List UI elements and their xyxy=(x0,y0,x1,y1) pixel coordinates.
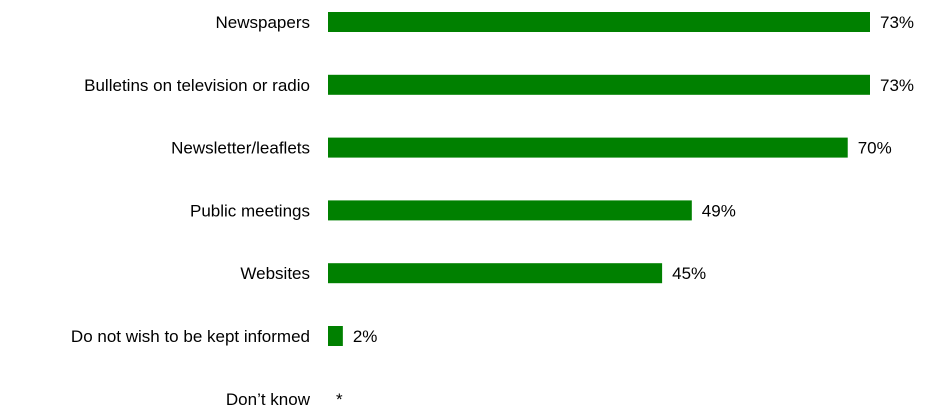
category-label: Websites xyxy=(240,264,310,283)
category-label: Newsletter/leaflets xyxy=(171,139,310,158)
bars xyxy=(328,12,870,346)
value-label: 49% xyxy=(702,201,736,220)
bar xyxy=(328,12,870,32)
bar xyxy=(328,200,692,221)
category-label: Newspapers xyxy=(216,13,311,32)
bar xyxy=(328,326,343,346)
category-label: Don’t know xyxy=(226,390,311,409)
value-label: 45% xyxy=(672,264,706,283)
category-label: Bulletins on television or radio xyxy=(84,76,310,95)
value-labels: 73% 73% 70% 49% 45% 2% * xyxy=(336,13,914,409)
value-label: * xyxy=(336,390,343,409)
bar xyxy=(328,137,848,158)
bar xyxy=(328,74,870,95)
value-label: 70% xyxy=(858,139,892,158)
value-label: 73% xyxy=(880,76,914,95)
value-label: 2% xyxy=(353,327,378,346)
value-label: 73% xyxy=(880,13,914,32)
category-label: Do not wish to be kept informed xyxy=(71,327,310,346)
category-labels: Newspapers Bulletins on television or rad… xyxy=(71,13,311,409)
bar xyxy=(328,263,663,284)
category-label: Public meetings xyxy=(190,201,310,220)
